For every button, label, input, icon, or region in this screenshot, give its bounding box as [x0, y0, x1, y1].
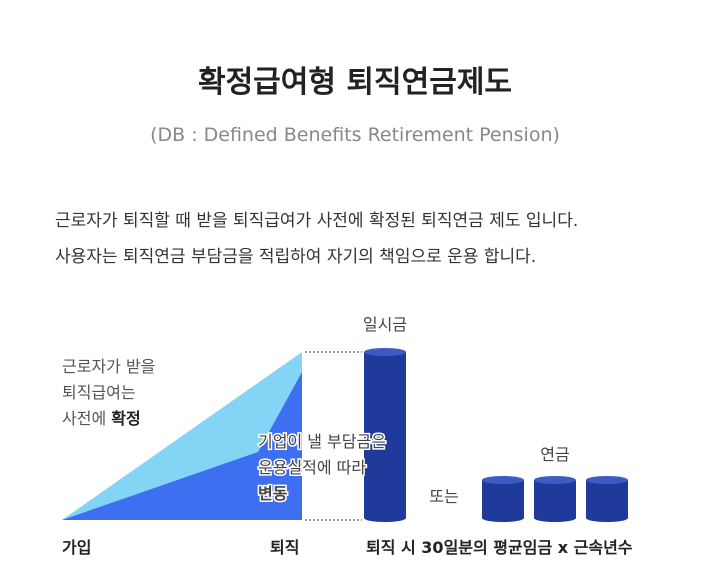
employee-note: 퇴직급여는	[62, 383, 136, 402]
lump-sum-cylinder	[364, 348, 406, 522]
employee-note: 근로자가 받을	[62, 357, 155, 376]
employee-note: 사전에 확정	[62, 409, 141, 428]
description-line: 근로자가 퇴직할 때 받을 퇴직급여가 사전에 확정된 퇴직연금 제도 입니다.	[55, 211, 578, 231]
retire-label: 퇴직	[270, 538, 299, 557]
formula-label: 퇴직 시 30일분의 평균임금 x 근속년수	[366, 538, 633, 557]
employer-note: 운용실적에 따라	[258, 458, 366, 477]
employee-note-emphasis: 확정	[111, 409, 140, 428]
diagram: 근로자가 받을 퇴직급여는 사전에 확정 기업이 낼 부담금은 운용실적에 따라…	[62, 315, 633, 557]
annuity-cylinders	[482, 476, 628, 522]
lump-sum-label: 일시금	[363, 315, 407, 334]
or-label: 또는	[429, 487, 458, 506]
employer-note-emphasis: 변동	[258, 484, 288, 503]
subtitle: (DB : Defined Benefits Retirement Pensio…	[150, 124, 560, 146]
title: 확정급여형 퇴직연금제도	[198, 65, 512, 100]
employee-note-text: 사전에	[62, 409, 106, 428]
annuity-label: 연금	[540, 445, 569, 464]
description-line: 사용자는 퇴직연금 부담금을 적립하여 자기의 책임으로 운용 합니다.	[55, 247, 536, 267]
employer-note: 기업이 낼 부담금은	[258, 432, 386, 451]
contribution-area	[62, 372, 302, 520]
join-label: 가입	[62, 538, 91, 557]
